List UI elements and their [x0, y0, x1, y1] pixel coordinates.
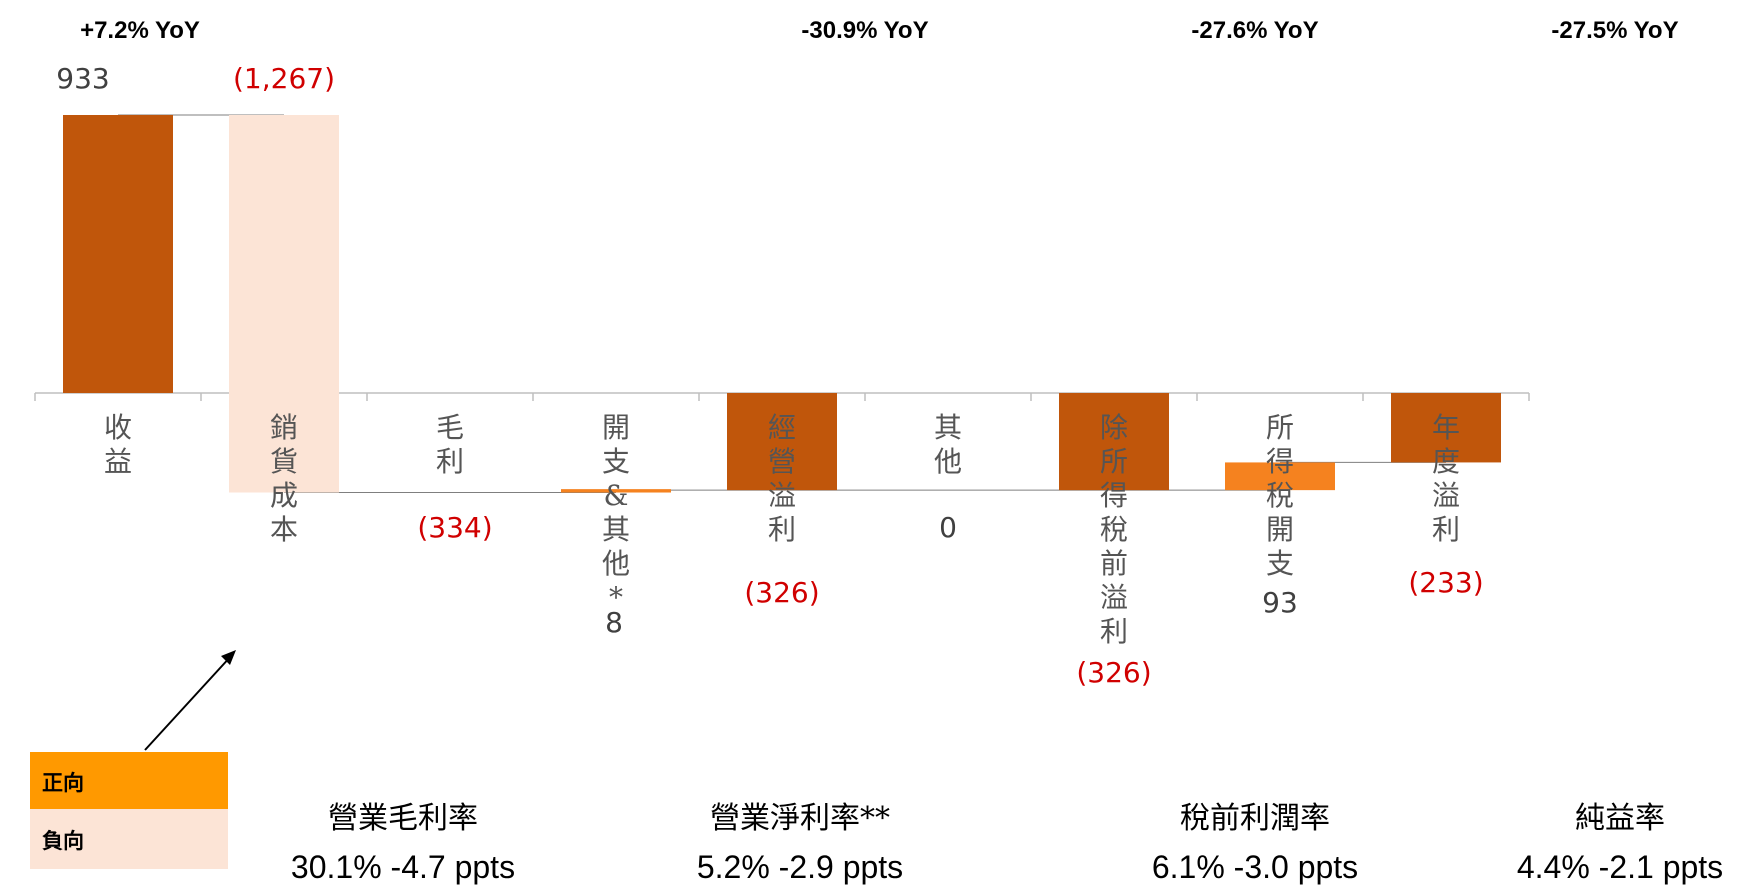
metric-label-operating-margin: 營業淨利率**	[710, 801, 890, 836]
category-label: 前	[1100, 547, 1128, 580]
value-label: (1,267)	[233, 62, 335, 95]
category-label: 收	[104, 411, 132, 444]
yoy-label-operating-profit: -30.9% YoY	[801, 17, 928, 44]
category-label: 度	[1432, 445, 1460, 478]
category-label: 利	[436, 445, 464, 478]
bar	[229, 115, 339, 493]
category-label: 溢	[1432, 479, 1460, 512]
value-label: 0	[939, 511, 957, 544]
labels-layer: 收益銷貨成本毛利開支&其他*經營溢利其他除所得稅前溢利所得稅開支年度溢利933(…	[56, 62, 1483, 689]
yoy-label-annual-profit: -27.5% YoY	[1551, 17, 1678, 44]
category-label: &	[604, 479, 629, 512]
arrow-line	[144, 654, 233, 751]
category-label: 銷	[270, 411, 298, 444]
metric-label-net-margin: 純益率	[1575, 801, 1665, 836]
category-label: 其	[934, 411, 962, 444]
category-label: 支	[602, 445, 630, 478]
metric-label-gross-margin: 營業毛利率	[328, 801, 478, 836]
metric-value-net-margin: 4.4% -2.1 ppts	[1517, 849, 1723, 885]
category-label: 得	[1266, 445, 1294, 478]
bar	[561, 489, 671, 493]
metric-value-gross-margin: 30.1% -4.7 ppts	[291, 849, 515, 885]
arrow-head-icon	[221, 650, 236, 665]
value-label: 933	[56, 62, 109, 95]
category-label: 開	[602, 411, 630, 444]
category-label: 得	[1100, 479, 1128, 512]
category-label: 其	[602, 513, 630, 546]
bar	[63, 115, 173, 393]
category-label: 所	[1100, 445, 1128, 478]
category-label: 所	[1266, 411, 1294, 444]
legend-swatch-negative	[30, 809, 228, 869]
value-label: 93	[1262, 586, 1298, 619]
category-label: 利	[768, 513, 796, 546]
metric-label-pretax-margin: 稅前利潤率	[1180, 801, 1330, 836]
bar	[1225, 462, 1335, 491]
value-label: 8	[605, 606, 623, 639]
category-label: 毛	[436, 411, 464, 444]
category-label: 稅	[1266, 479, 1294, 512]
category-label: 利	[1432, 513, 1460, 546]
yoy-label-pretax-profit: -27.6% YoY	[1191, 17, 1318, 44]
category-label: 貨	[270, 445, 298, 478]
bar	[727, 393, 837, 491]
bars-layer	[63, 115, 1501, 493]
category-label: 支	[1266, 547, 1294, 580]
metric-value-pretax-margin: 6.1% -3.0 ppts	[1152, 849, 1358, 885]
category-label: 溢	[1100, 581, 1128, 614]
category-label: 利	[1100, 615, 1128, 648]
category-label: 年	[1432, 411, 1460, 444]
value-label: (334)	[417, 511, 492, 544]
value-label: (326)	[1076, 656, 1151, 689]
category-label: 本	[270, 513, 298, 546]
bar	[1391, 393, 1501, 463]
value-label: (326)	[744, 576, 819, 609]
category-label: 益	[104, 445, 132, 478]
legend-swatch-positive	[30, 752, 228, 809]
category-label: 溢	[768, 479, 796, 512]
category-label: *	[609, 581, 623, 614]
legend-label-negative: 負向	[42, 829, 84, 853]
metric-value-operating-margin: 5.2% -2.9 ppts	[697, 849, 903, 885]
category-label: 營	[768, 445, 796, 478]
legend-label-positive: 正向	[42, 771, 84, 795]
category-label: 他	[602, 547, 630, 580]
category-label: 他	[934, 445, 962, 478]
yoy-label-revenue: +7.2% YoY	[80, 17, 200, 44]
category-label: 稅	[1100, 513, 1128, 546]
category-label: 開	[1266, 513, 1294, 546]
category-label: 經	[768, 411, 796, 444]
value-label: (233)	[1408, 566, 1483, 599]
category-label: 成	[270, 479, 298, 512]
bar	[1059, 393, 1169, 491]
category-label: 除	[1100, 411, 1128, 444]
